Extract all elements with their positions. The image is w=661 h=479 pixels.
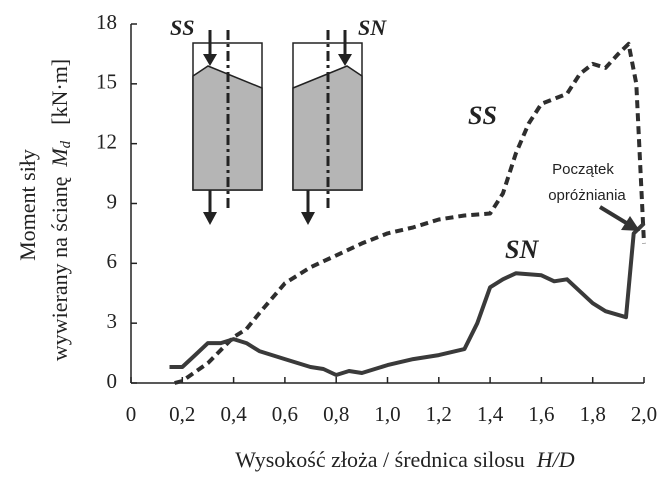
x-tick-label: 1,6 xyxy=(528,402,554,426)
y-label-subscript: d xyxy=(58,140,74,148)
inset-label: SN xyxy=(358,15,387,40)
y-axis-label: Moment siły xyxy=(15,149,40,261)
x-tick-label: 1,0 xyxy=(374,402,400,426)
x-tick-label: 0,8 xyxy=(323,402,349,426)
inset-label: SS xyxy=(170,15,194,40)
plot: 0 3 6 9 12 15 18 0 0,2 0,4 0,6 0,8 1,0 1,2 1,4 1,6 1,8 2,… xyxy=(96,10,657,426)
annotation-arrow xyxy=(600,207,628,224)
x-tick-label: 0,2 xyxy=(169,402,195,426)
y-tick-label: 9 xyxy=(107,189,118,213)
x-tick-label: 1,2 xyxy=(426,402,452,426)
x-tick-label: 1,8 xyxy=(580,402,606,426)
y-tick-label: 0 xyxy=(107,369,118,393)
x-tick-label: 0,4 xyxy=(220,402,247,426)
chart: 0 3 6 9 12 15 18 0 0,2 0,4 0,6 0,8 1,0 1,2 1,4 1,6 1,8 2,… xyxy=(0,0,661,479)
y-label-symbol: M xyxy=(47,147,72,168)
series-annotation: SS xyxy=(468,101,497,130)
x-label-text: Wysokość złoża / średnica silosu xyxy=(235,447,525,472)
x-tick-label: 1,4 xyxy=(477,402,504,426)
x-axis-label: Wysokość złoża / średnica silosu H/D xyxy=(235,447,575,472)
y-tick-label: 12 xyxy=(96,129,117,153)
x-tick-label: 2,0 xyxy=(631,402,657,426)
annotation: opróżniania xyxy=(548,187,626,204)
arrow-head xyxy=(203,212,217,225)
x-tick-label: 0,6 xyxy=(272,402,298,426)
y-tick-label: 18 xyxy=(96,10,117,34)
arrow-head xyxy=(301,212,315,225)
series-annotation: SN xyxy=(505,235,539,264)
y-tick-label: 6 xyxy=(107,249,118,273)
x-tick-label: 0 xyxy=(126,402,137,426)
x-label-symbol: H/D xyxy=(536,447,575,472)
series-line xyxy=(170,223,645,375)
y-tick-label: 15 xyxy=(96,70,117,94)
y-axis-label: wywierany na ścianę Md [kN·m] xyxy=(47,59,74,361)
inset-diagrams: SS SN xyxy=(170,15,387,225)
y-label-text: wywierany na ścianę xyxy=(47,177,72,361)
annotation: Początek xyxy=(552,161,614,178)
y-tick-label: 3 xyxy=(107,309,118,333)
y-label-unit: [kN·m] xyxy=(47,59,72,125)
